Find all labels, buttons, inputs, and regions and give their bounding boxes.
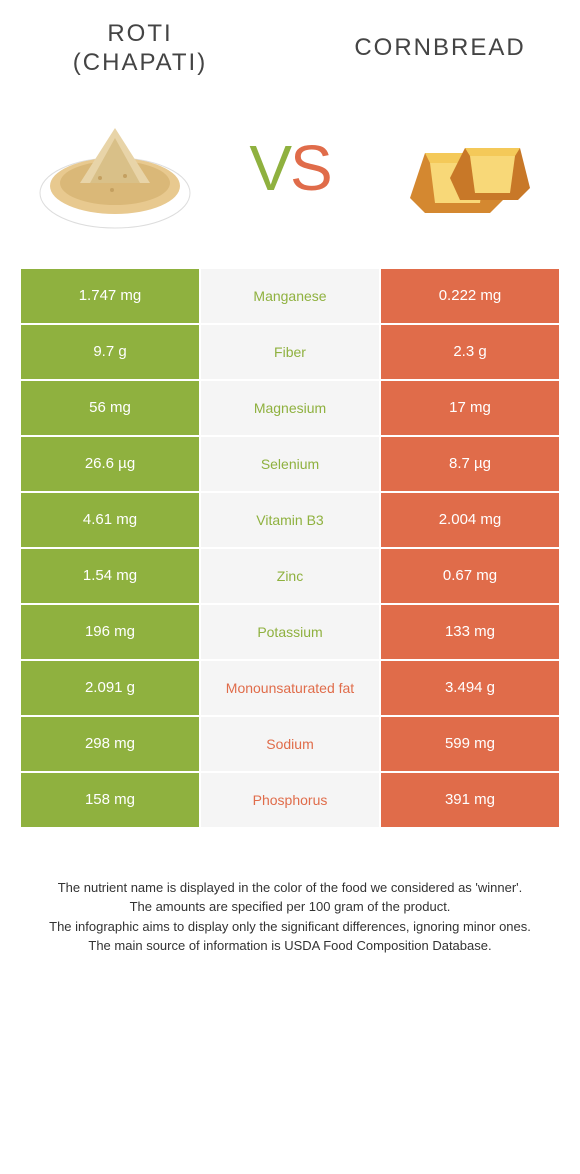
cell-left-value: 1.747 mg [20,268,200,324]
header: ROTI (CHAPATI) CORNBREAD [0,0,580,88]
cell-left-value: 2.091 g [20,660,200,716]
vs-s: S [290,132,331,204]
cell-left-value: 56 mg [20,380,200,436]
table-row: 4.61 mgVitamin B32.004 mg [20,492,560,548]
vs-v: V [249,132,290,204]
table-row: 26.6 µgSelenium8.7 µg [20,436,560,492]
footer-line1: The nutrient name is displayed in the co… [30,878,550,898]
footer-line2: The amounts are specified per 100 gram o… [30,897,550,917]
cell-right-value: 17 mg [380,380,560,436]
table-row: 9.7 gFiber2.3 g [20,324,560,380]
cell-right-value: 599 mg [380,716,560,772]
comparison-table: 1.747 mgManganese0.222 mg9.7 gFiber2.3 g… [20,268,560,828]
table-row: 158 mgPhosphorus391 mg [20,772,560,828]
cell-nutrient-label: Monounsaturated fat [200,660,380,716]
cell-right-value: 391 mg [380,772,560,828]
cell-left-value: 298 mg [20,716,200,772]
cell-right-value: 2.3 g [380,324,560,380]
table-row: 1.747 mgManganese0.222 mg [20,268,560,324]
footer: The nutrient name is displayed in the co… [0,828,580,986]
cell-nutrient-label: Phosphorus [200,772,380,828]
cell-right-value: 133 mg [380,604,560,660]
title-left-line1: ROTI [40,20,240,49]
title-left: ROTI (CHAPATI) [40,20,240,78]
cell-nutrient-label: Magnesium [200,380,380,436]
vs-label: VS [249,131,330,205]
cell-left-value: 158 mg [20,772,200,828]
cell-nutrient-label: Sodium [200,716,380,772]
table-row: 298 mgSodium599 mg [20,716,560,772]
title-right: CORNBREAD [340,34,540,63]
cell-nutrient-label: Fiber [200,324,380,380]
table-row: 56 mgMagnesium17 mg [20,380,560,436]
cell-left-value: 1.54 mg [20,548,200,604]
table-row: 1.54 mgZinc0.67 mg [20,548,560,604]
cell-right-value: 3.494 g [380,660,560,716]
cell-left-value: 196 mg [20,604,200,660]
table-row: 196 mgPotassium133 mg [20,604,560,660]
cell-right-value: 8.7 µg [380,436,560,492]
cell-left-value: 26.6 µg [20,436,200,492]
cell-nutrient-label: Vitamin B3 [200,492,380,548]
cell-right-value: 0.222 mg [380,268,560,324]
cell-right-value: 0.67 mg [380,548,560,604]
cell-nutrient-label: Manganese [200,268,380,324]
footer-line3: The infographic aims to display only the… [30,917,550,937]
cornbread-image [380,98,550,238]
images-row: VS [0,88,580,268]
table-row: 2.091 gMonounsaturated fat3.494 g [20,660,560,716]
roti-image [30,98,200,238]
cell-nutrient-label: Zinc [200,548,380,604]
title-left-line2: (CHAPATI) [40,49,240,78]
cell-nutrient-label: Potassium [200,604,380,660]
cell-left-value: 4.61 mg [20,492,200,548]
footer-line4: The main source of information is USDA F… [30,936,550,956]
cell-left-value: 9.7 g [20,324,200,380]
cell-nutrient-label: Selenium [200,436,380,492]
cell-right-value: 2.004 mg [380,492,560,548]
